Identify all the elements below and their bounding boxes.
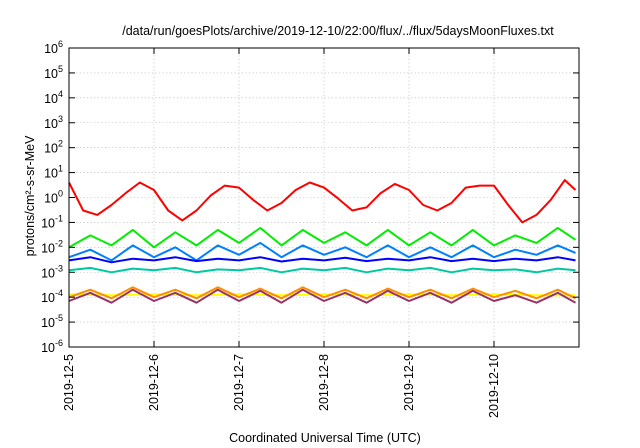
y-tick-exponent: 6 [58,39,63,49]
y-tick-exponent: 0 [58,189,63,199]
axis-ticks [68,47,580,348]
x-tick-label: 2019-12-6 [147,354,161,411]
y-tick-label: 10-4 [41,288,63,305]
y-tick-base: 10 [41,291,55,305]
y-tick-label: 105 [44,64,63,81]
y-tick-exponent: 2 [58,139,63,149]
y-tick-exponent: 3 [58,114,63,124]
y-tick-base: 10 [41,266,55,280]
y-tick-exponent: 4 [58,89,63,99]
y-tick-exponent: -3 [55,263,63,273]
y-tick-base: 10 [44,167,58,181]
series-line [68,288,576,304]
y-tick-label: 10-2 [41,238,63,255]
y-tick-labels: 10-610-510-410-310-210-11001011021031041… [41,39,63,355]
series-line [68,286,576,300]
x-tick-label: 2019-12-8 [317,354,331,411]
y-tick-base: 10 [41,316,55,330]
y-tick-base: 10 [41,341,55,355]
y-tick-base: 10 [44,92,58,106]
series-line [68,293,576,297]
y-tick-label: 10-1 [41,213,63,230]
y-tick-base: 10 [44,192,58,206]
series-lines [68,179,577,304]
y-tick-exponent: 5 [58,64,63,74]
y-tick-label: 102 [44,139,63,156]
series-line [68,226,577,249]
y-tick-label: 10-3 [41,263,63,280]
chart-title: /data/run/goesPlots/archive/2019-12-10/2… [122,24,554,38]
y-tick-base: 10 [44,117,58,131]
y-tick-exponent: 1 [58,164,63,174]
y-tick-exponent: -6 [55,338,63,348]
y-axis-title: protons/cm²-s-sr-MeV [23,135,37,257]
x-tick-label: 2019-12-9 [402,354,416,411]
series-line [68,241,576,262]
y-tick-base: 10 [41,216,55,230]
y-tick-exponent: -2 [55,238,63,248]
y-tick-exponent: -5 [55,313,63,323]
series-line [68,179,577,224]
y-tick-label: 101 [44,164,63,181]
y-tick-exponent: -4 [55,288,63,298]
x-tick-labels: 2019-12-5 2019-12-6 2019-12-7 2019-12-8 2019… [62,354,501,418]
y-tick-label: 100 [44,189,63,206]
series-line [68,266,576,274]
x-axis-title: Coordinated Universal Time (UTC) [229,431,421,445]
series-line [68,256,576,264]
x-tick-label: 2019-12-5 [62,354,76,411]
y-tick-exponent: -1 [55,213,63,223]
y-tick-label: 10-6 [41,338,63,355]
y-tick-label: 10-5 [41,313,63,330]
y-tick-label: 104 [44,89,63,106]
x-tick-label: 2019-12-10 [487,354,501,418]
y-tick-base: 10 [44,142,58,156]
y-tick-label: 106 [44,39,63,56]
y-tick-base: 10 [44,42,58,56]
y-tick-base: 10 [41,241,55,255]
y-tick-label: 103 [44,114,63,131]
x-tick-label: 2019-12-7 [232,354,246,411]
y-tick-base: 10 [44,67,58,81]
